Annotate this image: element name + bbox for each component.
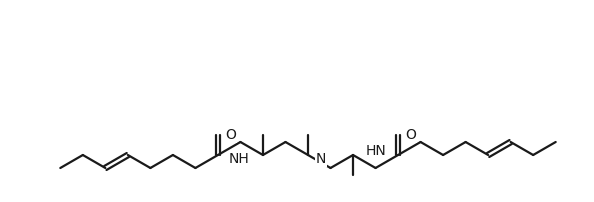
Text: O: O [225,128,236,142]
Text: O: O [405,128,416,142]
Text: HN: HN [365,144,386,158]
Text: N: N [316,152,326,166]
Text: NH: NH [229,152,250,166]
